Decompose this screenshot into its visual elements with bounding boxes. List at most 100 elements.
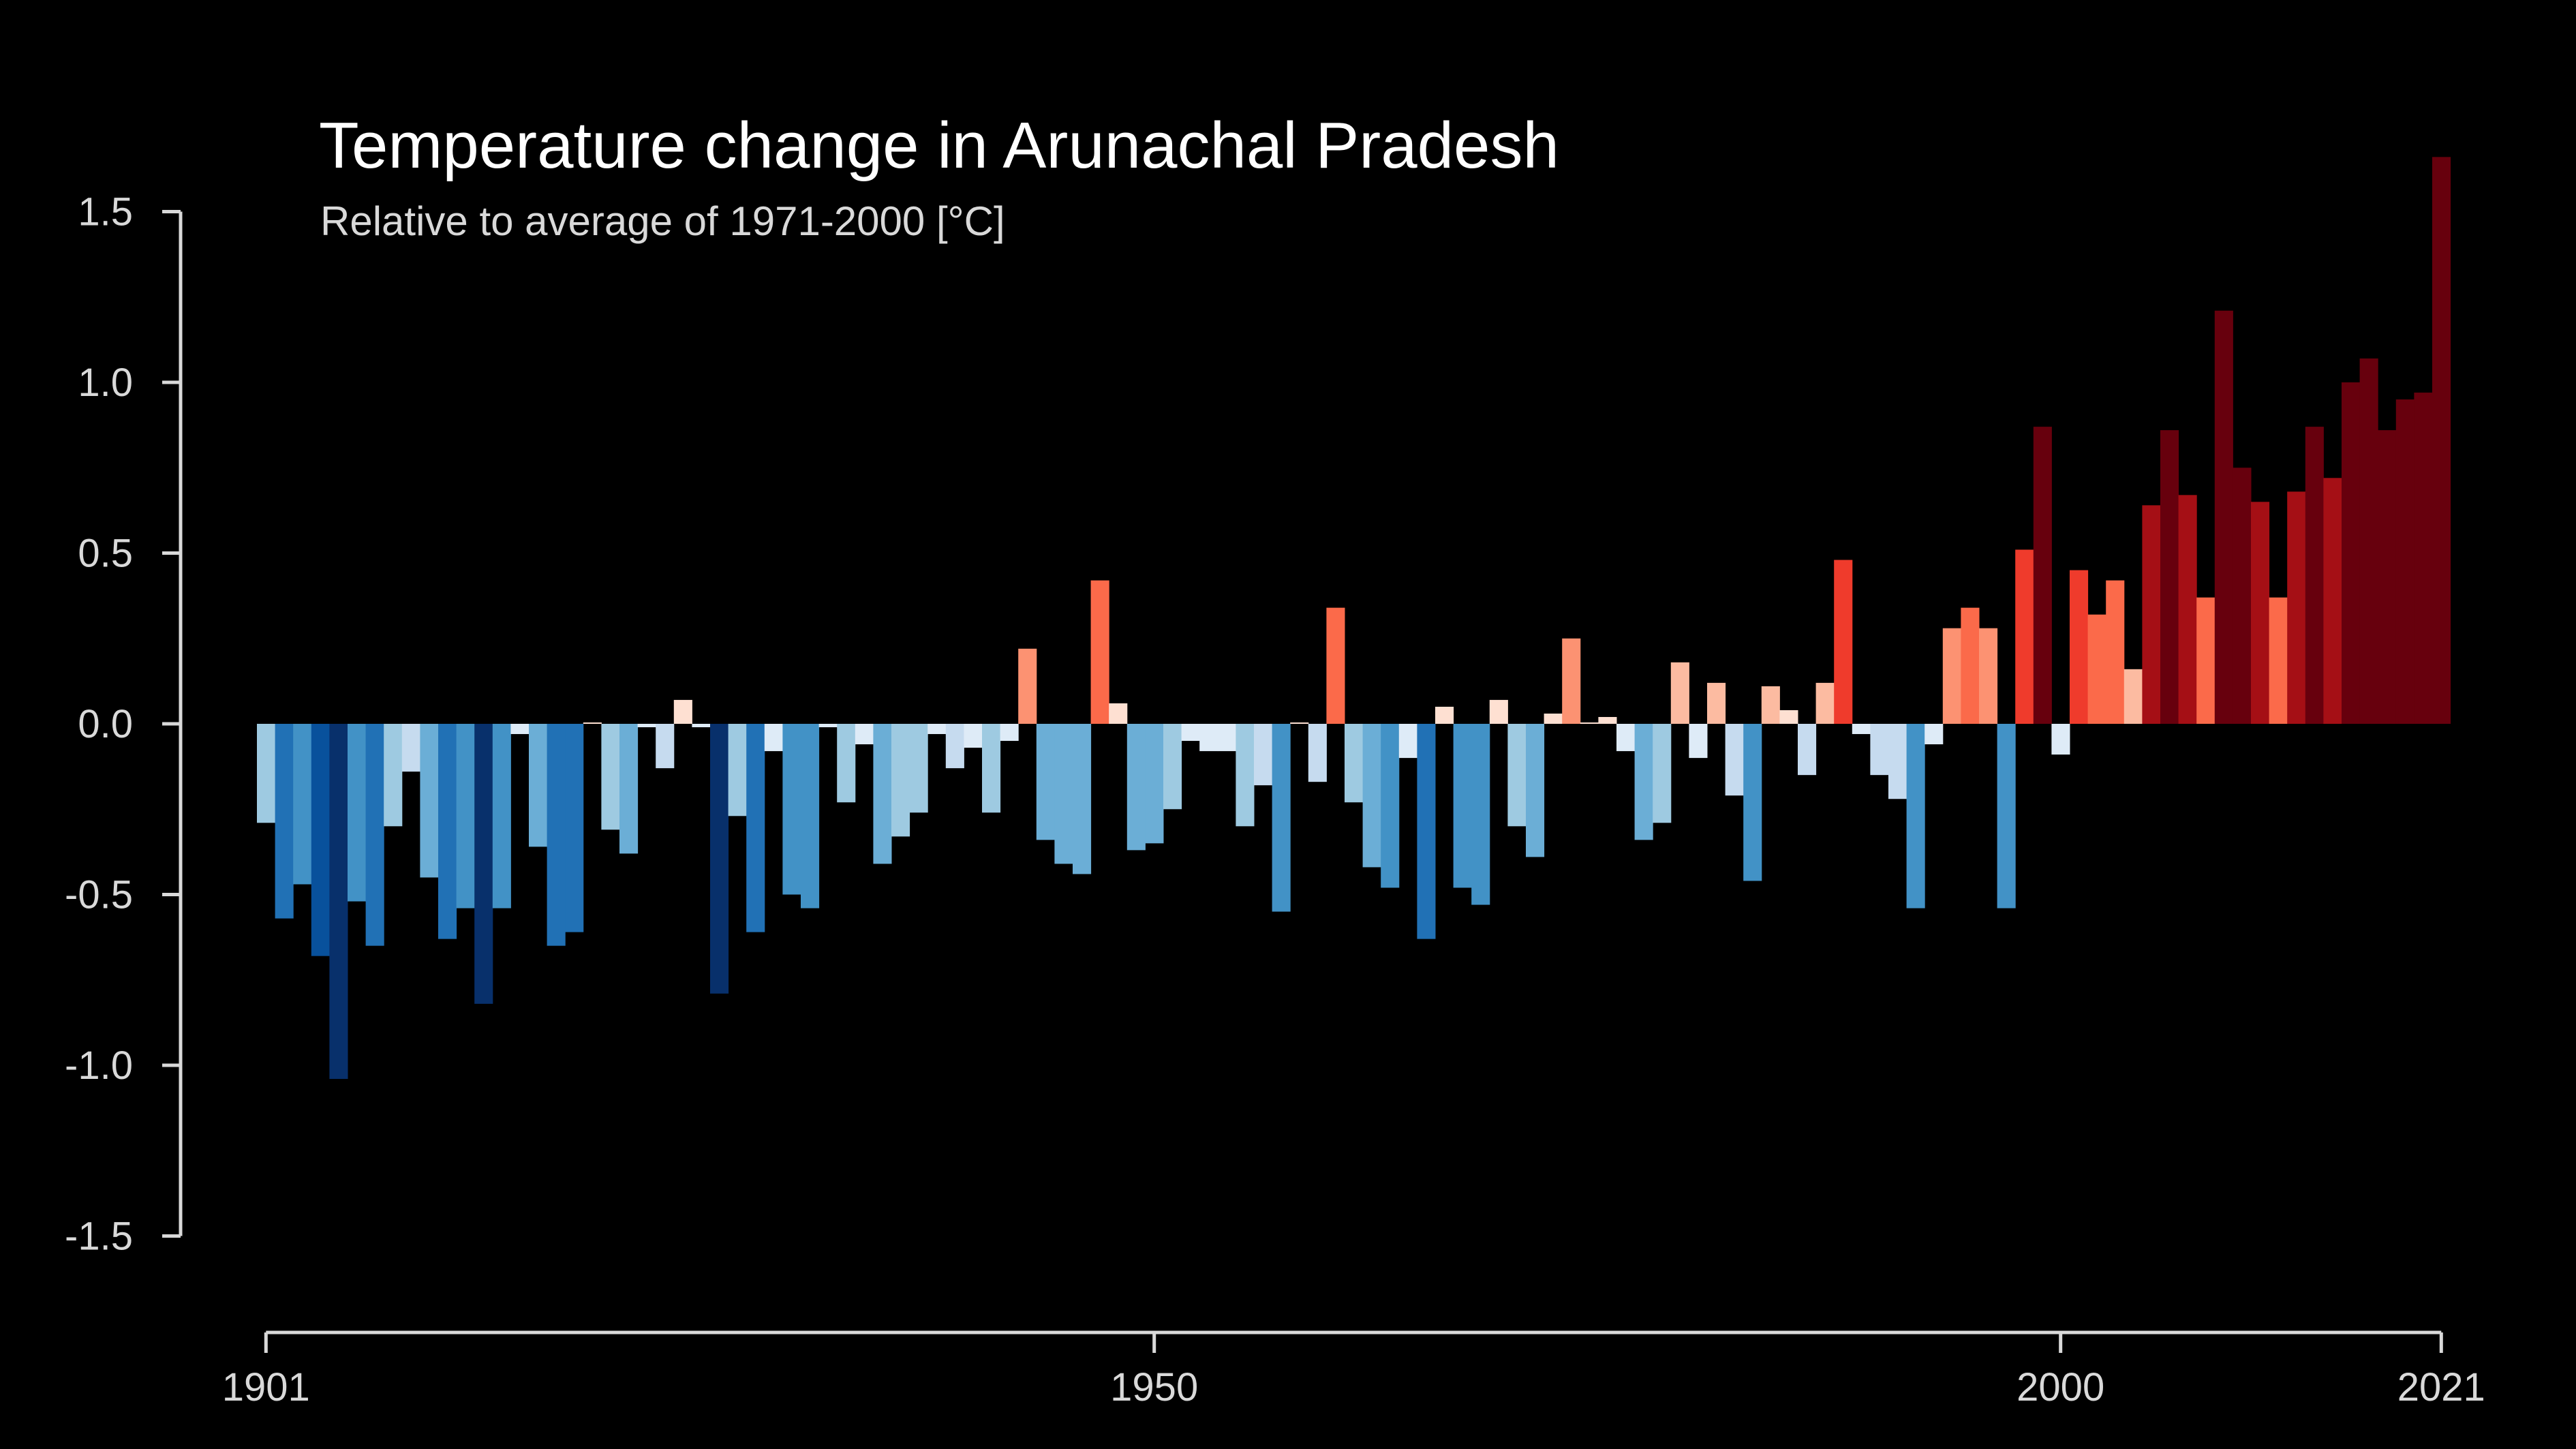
x-tick-label: 2021 (2397, 1365, 2485, 1409)
bar-1970 (1507, 724, 1527, 827)
bar-1939 (945, 724, 964, 769)
bar-1936 (891, 724, 910, 837)
bar-1959 (1308, 724, 1327, 782)
bar-1949 (1126, 724, 1146, 851)
bar-1967 (1453, 724, 1472, 888)
bar-1948 (1109, 703, 1128, 724)
bar-1928 (746, 724, 765, 932)
bar-1955 (1236, 724, 1255, 827)
bar-2020 (2414, 393, 2433, 724)
bar-1990 (1870, 724, 1889, 776)
bar-1963 (1381, 724, 1400, 888)
bar-2018 (2378, 430, 2397, 724)
bar-1938 (927, 724, 947, 735)
y-axis: 1.5 1.0 0.5 0.0 -0.5 -1.0 -1.5 (65, 190, 183, 1259)
bar-2005 (2142, 505, 2161, 724)
bar-1927 (728, 724, 747, 817)
bar-2010 (2233, 468, 2252, 724)
bar-1975 (1598, 716, 1617, 724)
bar-1996 (1979, 628, 1998, 724)
bar-1950 (1145, 724, 1164, 844)
bar-1902 (275, 724, 294, 919)
bar-1971 (1526, 724, 1545, 857)
bar-1978 (1653, 724, 1672, 823)
bar-2003 (2106, 580, 2125, 724)
bar-1915 (510, 724, 530, 735)
bar-1904 (311, 724, 330, 956)
bar-1993 (1925, 724, 1944, 745)
bar-1973 (1562, 638, 1581, 724)
bar-2002 (2087, 614, 2106, 724)
bar-1980 (1689, 724, 1708, 759)
bar-1987 (1815, 682, 1835, 724)
bar-2008 (2196, 597, 2215, 724)
y-tick-label: 1.0 (78, 361, 133, 405)
bar-1923 (656, 724, 675, 769)
bar-1992 (1906, 724, 1925, 909)
bar-2004 (2123, 669, 2143, 724)
bar-1991 (1888, 724, 1907, 799)
bar-1958 (1290, 722, 1309, 724)
bar-1956 (1254, 724, 1273, 786)
bar-1944 (1036, 724, 1055, 840)
bar-1932 (818, 724, 838, 728)
bar-1905 (329, 724, 348, 1080)
bar-1926 (710, 724, 729, 994)
bar-2021 (2432, 157, 2451, 724)
bar-1972 (1544, 713, 1563, 724)
bar-1981 (1707, 682, 1726, 724)
bar-1916 (529, 724, 548, 847)
y-tick-label: 0.0 (78, 702, 133, 746)
bar-1931 (801, 724, 820, 909)
bar-2012 (2269, 597, 2288, 724)
bar-2007 (2178, 495, 2197, 724)
bar-1962 (1362, 724, 1381, 868)
y-tick-label: -1.0 (65, 1043, 133, 1088)
bar-2016 (2342, 382, 2361, 724)
bar-1947 (1090, 580, 1109, 724)
bar-1910 (420, 724, 439, 878)
bar-1961 (1345, 724, 1364, 803)
bar-1997 (1997, 724, 2016, 909)
bar-1922 (637, 724, 656, 728)
y-tick-label: -0.5 (65, 873, 133, 917)
bar-1998 (2015, 549, 2034, 724)
bar-1921 (619, 724, 639, 854)
bar-1982 (1725, 724, 1744, 796)
bar-1917 (547, 724, 566, 946)
bar-1989 (1852, 724, 1871, 735)
bar-1933 (837, 724, 856, 803)
bars-group (257, 157, 2451, 1080)
bar-1954 (1217, 724, 1236, 752)
bar-1946 (1073, 724, 1092, 874)
bar-1901 (257, 724, 276, 823)
bar-1985 (1779, 710, 1798, 724)
bar-1914 (492, 724, 511, 909)
bar-1953 (1199, 724, 1218, 752)
bar-1912 (456, 724, 475, 909)
bar-1930 (782, 724, 801, 895)
bar-1969 (1489, 699, 1508, 724)
bar-1907 (365, 724, 384, 946)
x-axis: 1901 1950 2000 2021 (222, 1330, 2485, 1409)
bar-1966 (1435, 706, 1454, 724)
bar-1945 (1054, 724, 1073, 864)
bar-1906 (348, 724, 367, 902)
bar-1925 (692, 724, 711, 728)
bar-1918 (565, 724, 584, 932)
y-tick-label: 0.5 (78, 532, 133, 576)
bar-1911 (438, 724, 457, 939)
x-tick-label: 2000 (2017, 1365, 2104, 1409)
bar-2011 (2251, 502, 2270, 724)
bar-2015 (2323, 478, 2342, 724)
bar-2001 (2070, 570, 2089, 724)
bar-1935 (873, 724, 892, 864)
bar-1951 (1163, 724, 1182, 810)
bar-1919 (583, 722, 602, 724)
y-tick-label: 1.5 (78, 190, 133, 234)
bar-2017 (2359, 358, 2378, 724)
y-tick-label: -1.5 (65, 1215, 133, 1259)
bar-1964 (1398, 724, 1417, 759)
bar-1934 (855, 724, 874, 745)
bar-1979 (1670, 662, 1689, 724)
